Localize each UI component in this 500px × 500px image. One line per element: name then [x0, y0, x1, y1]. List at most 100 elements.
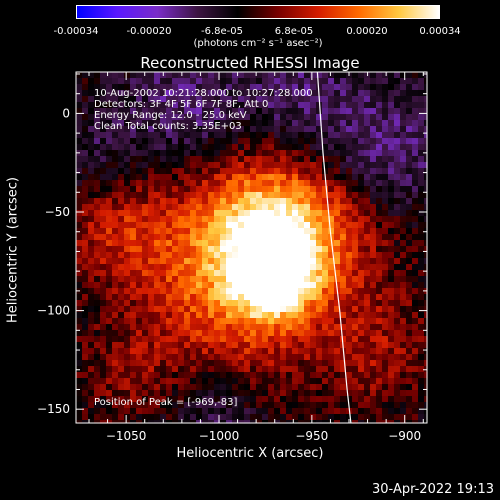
heatmap-cell	[358, 156, 365, 163]
heatmap-cell	[136, 216, 143, 223]
heatmap-cell	[334, 258, 341, 265]
heatmap-cell	[262, 372, 269, 379]
heatmap-cell	[106, 216, 113, 223]
heatmap-cell	[352, 126, 359, 133]
heatmap-cell	[280, 108, 287, 115]
heatmap-cell	[226, 210, 233, 217]
heatmap-cell	[172, 132, 179, 139]
heatmap-cell	[76, 360, 83, 367]
heatmap-cell	[190, 108, 197, 115]
heatmap-cell	[418, 186, 425, 193]
heatmap-cell	[388, 354, 395, 361]
heatmap-cell	[292, 330, 299, 337]
heatmap-cell	[418, 420, 425, 424]
heatmap-cell	[202, 324, 209, 331]
heatmap-cell	[238, 204, 245, 211]
heatmap-cell	[328, 132, 335, 139]
heatmap-cell	[256, 192, 263, 199]
heatmap-cell	[304, 246, 311, 253]
heatmap-cell	[100, 360, 107, 367]
heatmap-cell	[292, 84, 299, 91]
heatmap-cell	[154, 210, 161, 217]
heatmap-cell	[406, 240, 413, 247]
heatmap-cell	[214, 330, 221, 337]
heatmap-cell	[268, 132, 275, 139]
heatmap-cell	[316, 330, 323, 337]
heatmap-cell	[376, 420, 383, 424]
heatmap-cell	[208, 306, 215, 313]
heatmap-cell	[226, 384, 233, 391]
heatmap-cell	[88, 306, 95, 313]
heatmap-cell	[292, 180, 299, 187]
heatmap-cell	[376, 288, 383, 295]
heatmap-cell	[286, 192, 293, 199]
heatmap-cell	[298, 72, 305, 79]
heatmap-cell	[322, 84, 329, 91]
heatmap-cell	[94, 360, 101, 367]
heatmap-cell	[154, 378, 161, 385]
heatmap-cell	[154, 348, 161, 355]
heatmap-cell	[178, 240, 185, 247]
heatmap-cell	[424, 270, 428, 277]
heatmap-cell	[82, 318, 89, 325]
heatmap-cell	[376, 360, 383, 367]
heatmap-cell	[214, 258, 221, 265]
heatmap-cell	[94, 324, 101, 331]
heatmap-cell	[244, 306, 251, 313]
heatmap-cell	[400, 222, 407, 229]
heatmap-cell	[382, 198, 389, 205]
heatmap-cell	[304, 354, 311, 361]
heatmap-cell	[118, 108, 125, 115]
heatmap-cell	[286, 234, 293, 241]
heatmap-cell	[412, 126, 419, 133]
heatmap-cell	[316, 168, 323, 175]
heatmap-cell	[232, 324, 239, 331]
heatmap-cell	[358, 282, 365, 289]
heatmap-cell	[388, 138, 395, 145]
heatmap-cell	[322, 378, 329, 385]
heatmap-cell	[418, 300, 425, 307]
heatmap-cell	[250, 90, 257, 97]
heatmap-cell	[76, 408, 83, 415]
heatmap-cell	[196, 138, 203, 145]
heatmap-cell	[334, 318, 341, 325]
heatmap-cell	[88, 180, 95, 187]
heatmap-cell	[358, 294, 365, 301]
heatmap-cell	[136, 288, 143, 295]
heatmap-cell	[160, 336, 167, 343]
heatmap-cell	[100, 354, 107, 361]
heatmap-cell	[406, 174, 413, 181]
heatmap-cell	[304, 240, 311, 247]
heatmap-cell	[406, 372, 413, 379]
heatmap-cell	[226, 312, 233, 319]
heatmap-cell	[310, 168, 317, 175]
heatmap-cell	[88, 114, 95, 121]
heatmap-cell	[148, 204, 155, 211]
heatmap-cell	[364, 384, 371, 391]
heatmap-cell	[106, 126, 113, 133]
heatmap-cell	[100, 330, 107, 337]
heatmap-cell	[76, 246, 83, 253]
heatmap-cell	[310, 222, 317, 229]
heatmap-cell	[328, 360, 335, 367]
heatmap-cell	[238, 276, 245, 283]
heatmap-cell	[412, 390, 419, 397]
heatmap-cell	[328, 294, 335, 301]
heatmap-cell	[172, 348, 179, 355]
heatmap-cell	[358, 186, 365, 193]
heatmap-cell	[292, 222, 299, 229]
heatmap-cell	[280, 372, 287, 379]
heatmap-cell	[346, 258, 353, 265]
heatmap-cell	[322, 348, 329, 355]
heatmap-cell	[202, 342, 209, 349]
heatmap-cell	[346, 138, 353, 145]
heatmap-cell	[232, 138, 239, 145]
heatmap-cell	[418, 144, 425, 151]
heatmap-cell	[250, 270, 257, 277]
heatmap-cell	[154, 234, 161, 241]
heatmap-cell	[412, 210, 419, 217]
heatmap-cell	[274, 90, 281, 97]
heatmap-cell	[424, 72, 428, 79]
heatmap-cell	[334, 114, 341, 121]
heatmap-cell	[418, 120, 425, 127]
